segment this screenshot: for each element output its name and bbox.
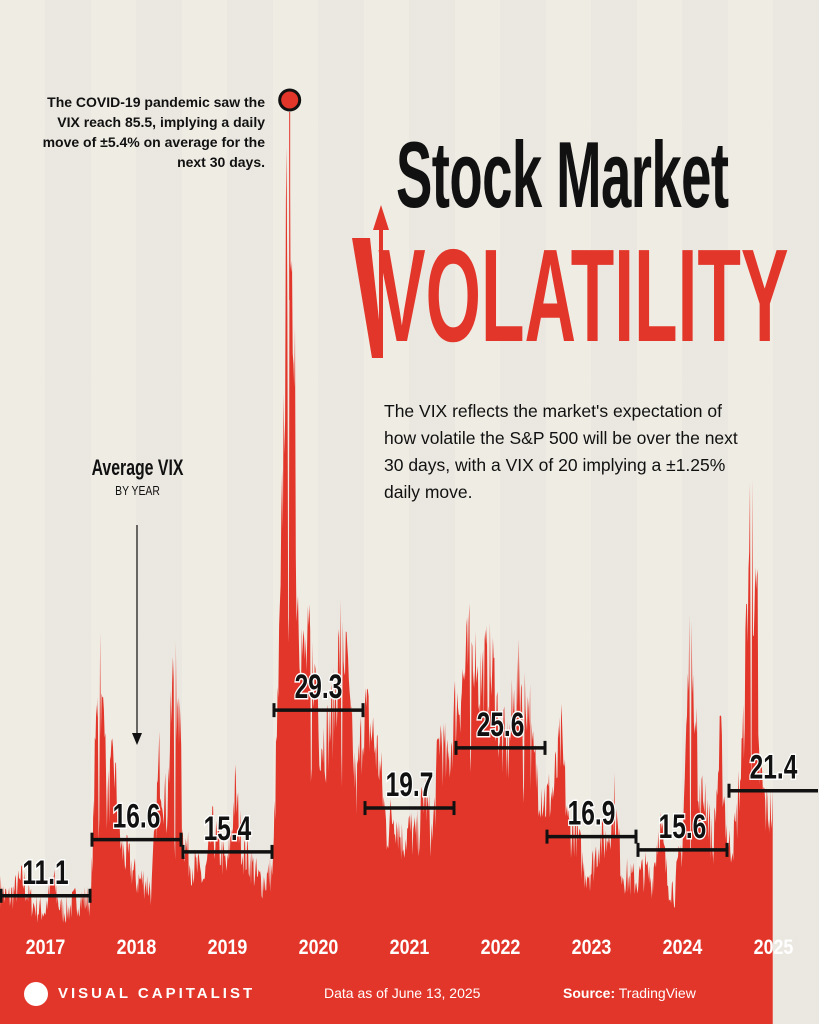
year-label: 2021	[390, 936, 430, 960]
average-marker-2018: 16.6	[90, 797, 183, 847]
source-label: Source:	[563, 985, 616, 1001]
average-marker-2021: 19.7	[363, 765, 456, 816]
title-line2: VOLATILITY	[378, 222, 789, 369]
year-label: 2019	[208, 936, 248, 960]
average-marker-2020: 29.3	[272, 667, 365, 718]
covid-annotation: The COVID-19 pandemic saw the VIX reach …	[42, 94, 265, 170]
brand: VISUAL CAPITALIST	[58, 985, 256, 1002]
legend: Average VIX BY YEAR	[60, 455, 215, 498]
title-line1: Stock Market	[396, 122, 729, 227]
source-value: TradingView	[618, 985, 696, 1001]
average-marker-2019: 15.4	[181, 809, 274, 859]
legend-subtitle: BY YEAR	[115, 483, 160, 498]
average-label: 25.6	[477, 706, 525, 744]
arrow-head-icon	[132, 733, 142, 745]
peak-marker	[278, 88, 302, 112]
footer-band	[0, 960, 773, 1024]
data-date: Data as of June 13, 2025	[324, 985, 481, 1001]
year-label: 2020	[299, 936, 339, 960]
year-label: 2025	[754, 936, 794, 960]
average-marker-2023: 16.9	[545, 794, 638, 844]
average-marker-2017: 11.1	[0, 853, 92, 903]
average-label: 15.4	[204, 810, 252, 848]
average-label: 16.6	[113, 798, 161, 836]
average-label: 16.9	[568, 795, 616, 833]
source: Source: TradingView	[563, 985, 696, 1001]
average-label: 29.3	[295, 668, 343, 706]
vix-area	[0, 136, 773, 960]
average-marker-2022: 25.6	[454, 705, 547, 755]
visual-capitalist-logo-icon	[24, 982, 48, 1006]
legend-title: Average VIX	[91, 455, 184, 480]
year-label: 2022	[481, 936, 521, 960]
year-label: 2018	[117, 936, 157, 960]
average-marker-2024: 15.6	[636, 807, 729, 857]
average-label: 21.4	[750, 749, 798, 787]
year-label: 2024	[663, 936, 703, 960]
average-label: 19.7	[386, 766, 434, 804]
year-label: 2017	[26, 936, 66, 960]
average-marker-2025: 21.4	[727, 748, 818, 798]
volatility-arrow-icon	[352, 205, 389, 358]
average-label: 15.6	[659, 808, 707, 846]
description: The VIX reflects the market's expectatio…	[384, 401, 738, 502]
year-label: 2023	[572, 936, 612, 960]
average-label: 11.1	[22, 854, 68, 892]
